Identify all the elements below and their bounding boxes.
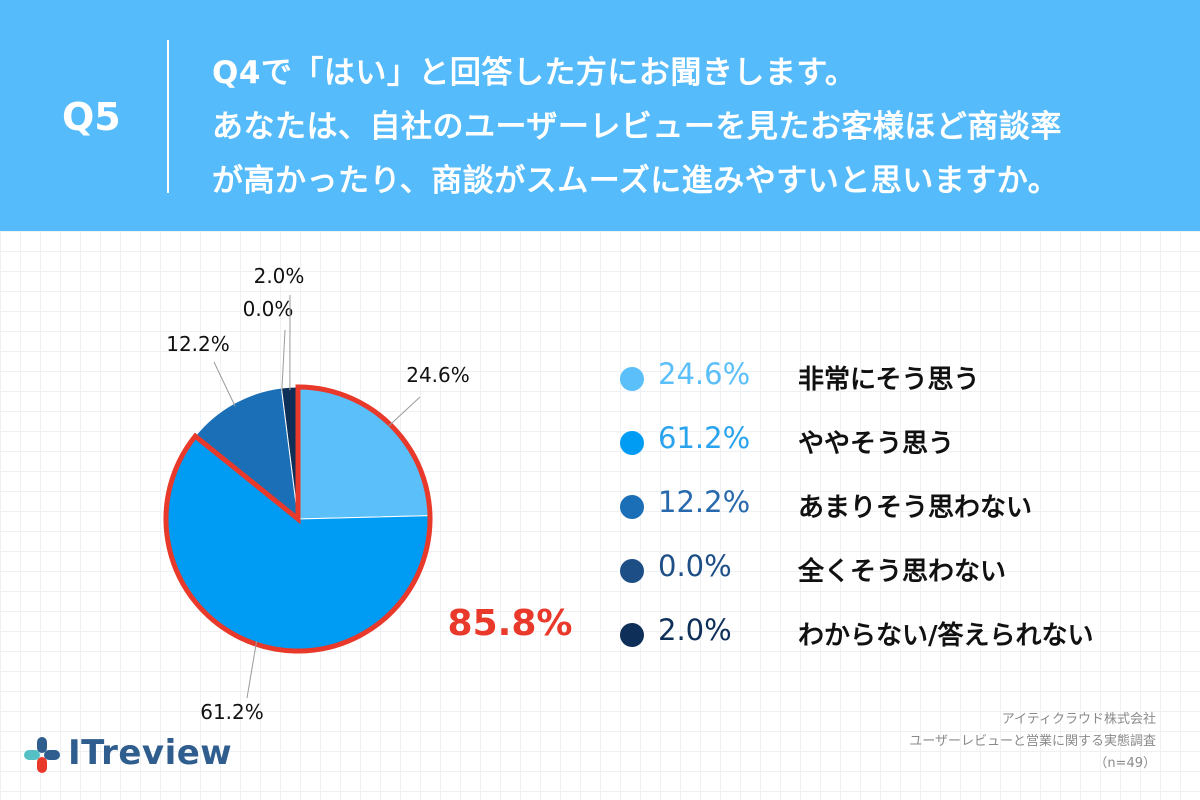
slice-data-label: 0.0% [243, 297, 294, 321]
legend-label: あまりそう思わない [798, 493, 1033, 523]
legend-percentage: 0.0% [658, 549, 732, 583]
question-line: あなたは、自社のユーザーレビューを見たお客様ほど商談率 [212, 109, 1062, 145]
leader-line [246, 641, 258, 699]
legend-color-dot [620, 495, 644, 519]
legend-label: ややそう思う [798, 429, 955, 459]
legend-percentage: 12.2% [658, 485, 751, 519]
survey-source: アイティクラウド株式会社 ユーザーレビューと営業に関する実態調査 （n=49） [909, 709, 1156, 775]
highlight-total-label: 85.8% [448, 603, 573, 644]
source-survey: ユーザーレビューと営業に関する実態調査 [909, 734, 1156, 749]
question-line: Q4で「はい」と回答した方にお聞きします。 [212, 55, 857, 91]
legend-color-dot [620, 559, 644, 583]
source-sample: （n=49） [1094, 756, 1156, 771]
slice-data-label: 12.2% [166, 332, 230, 356]
question-text: Q4で「はい」と回答した方にお聞きします。 あなたは、自社のユーザーレビューを見… [212, 46, 1172, 208]
highlight-outline [163, 384, 433, 654]
logo-cross-icon [24, 737, 60, 773]
leader-line [387, 396, 421, 428]
leader-line [213, 361, 236, 407]
source-company: アイティクラウド株式会社 [1001, 712, 1156, 727]
chart-panel [0, 231, 1200, 800]
legend-percentage: 61.2% [658, 421, 751, 455]
legend-color-dot [620, 623, 644, 647]
question-divider [167, 40, 169, 193]
question-number: Q5 [62, 95, 121, 139]
slice-data-label: 2.0% [254, 264, 305, 288]
slice-data-label: 61.2% [200, 700, 264, 724]
legend-percentage: 24.6% [658, 357, 751, 391]
slice-data-label: 24.6% [406, 363, 470, 387]
legend-color-dot [620, 367, 644, 391]
legend-color-dot [620, 431, 644, 455]
legend-percentage: 2.0% [658, 613, 732, 647]
leader-line [281, 329, 286, 392]
question-line: が高かったり、商談がスムーズに進みやすいと思いますか。 [212, 163, 1060, 199]
pie-chart: 85.8% 24.6% 61.2% 12.2% 0.0% 2.0% [163, 264, 573, 724]
legend-label: 非常にそう思う [798, 365, 980, 395]
legend-label: わからない/答えられない [798, 621, 1094, 651]
logo-text: ITreview [68, 733, 233, 773]
legend-label: 全くそう思わない [798, 557, 1007, 587]
